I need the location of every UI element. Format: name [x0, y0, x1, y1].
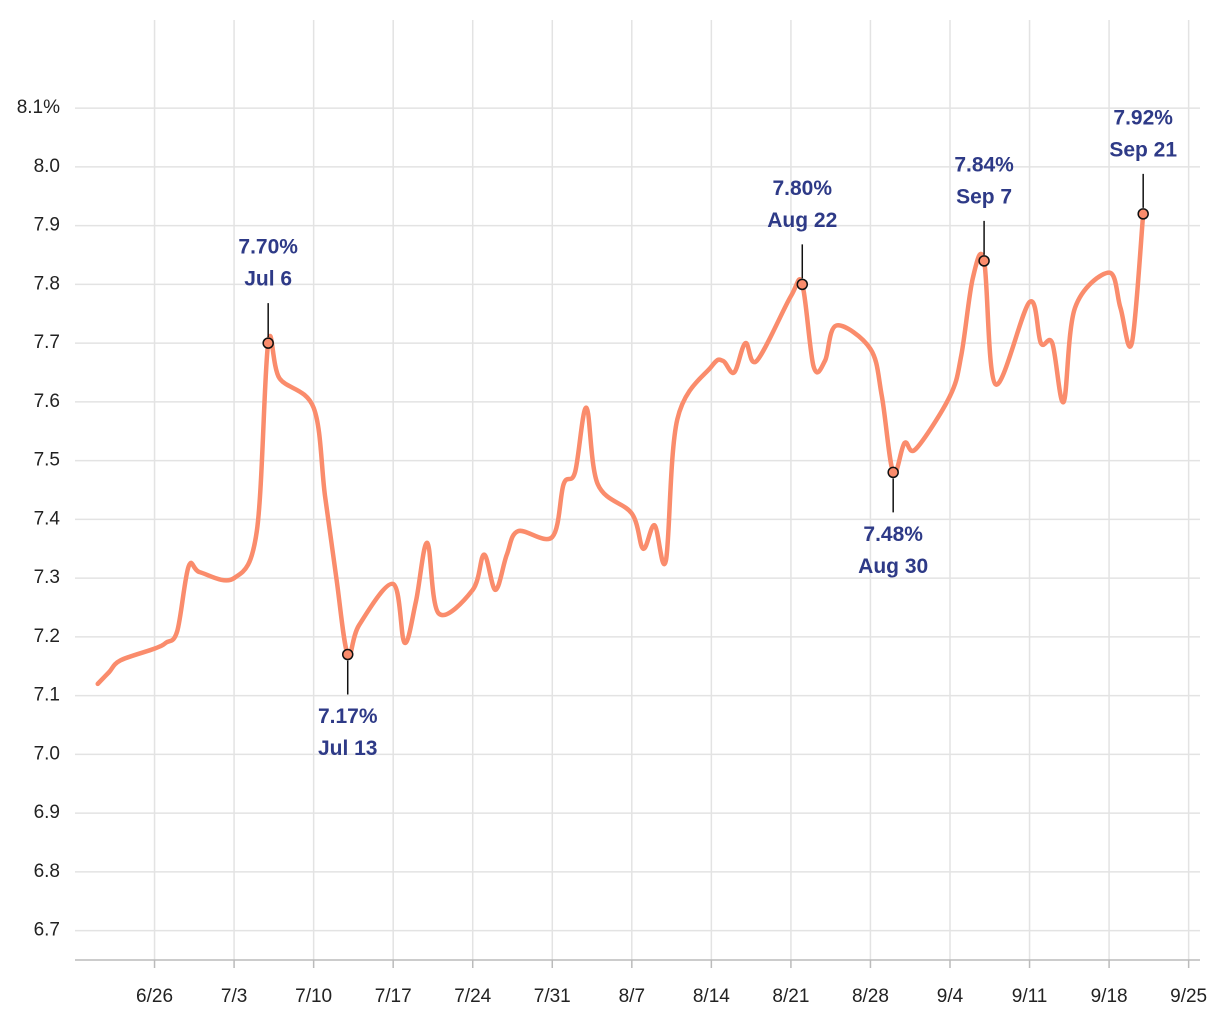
annotation-value: 7.70% — [238, 236, 298, 259]
annotation-value: 7.92% — [1113, 106, 1173, 129]
y-tick-label: 6.9 — [34, 802, 60, 823]
annotation-date: Sep 21 — [1109, 138, 1177, 161]
x-tick-label: 9/4 — [937, 986, 964, 1007]
x-tick-label: 9/18 — [1091, 986, 1128, 1007]
y-tick-label: 7.4 — [34, 508, 61, 529]
x-tick-label: 8/7 — [619, 986, 645, 1007]
x-tick-label: 7/31 — [534, 986, 571, 1007]
x-tick-label: 9/11 — [1012, 986, 1048, 1007]
y-tick-label: 7.9 — [34, 215, 60, 236]
annotation-marker — [262, 337, 274, 349]
y-tick-label: 7.8 — [34, 273, 60, 294]
y-tick-label: 6.7 — [34, 920, 60, 941]
x-tick-label: 6/26 — [136, 986, 173, 1007]
annotation-value: 7.17% — [318, 705, 378, 728]
y-tick-label: 7.3 — [34, 567, 60, 588]
y-tick-label: 6.8 — [34, 861, 60, 882]
x-tick-label: 7/10 — [295, 986, 332, 1007]
annotation-marker — [796, 278, 809, 291]
y-tick-label: 7.1 — [34, 685, 60, 706]
annotation-date: Sep 7 — [956, 185, 1012, 208]
y-tick-label: 7.0 — [34, 743, 60, 764]
x-tick-label: 7/17 — [375, 986, 412, 1007]
y-tick-label: 8.1% — [17, 97, 60, 118]
annotation-marker — [1137, 208, 1149, 220]
annotation-value: 7.80% — [772, 177, 832, 200]
y-tick-label: 7.5 — [34, 450, 60, 471]
x-tick-label: 9/25 — [1170, 986, 1207, 1007]
y-tick-label: 7.6 — [34, 391, 60, 412]
x-tick-label: 7/24 — [454, 986, 491, 1007]
y-tick-label: 7.2 — [34, 626, 60, 647]
annotation-marker — [341, 648, 354, 661]
annotation-value: 7.84% — [954, 153, 1014, 176]
annotation-date: Jul 6 — [244, 268, 292, 291]
y-tick-label: 8.0 — [34, 156, 60, 177]
x-tick-label: 8/21 — [772, 986, 809, 1007]
annotation-marker — [887, 466, 899, 479]
x-tick-label: 7/3 — [221, 986, 247, 1007]
annotation-date: Jul 13 — [318, 737, 378, 760]
x-tick-label: 8/28 — [852, 986, 889, 1007]
y-tick-label: 7.7 — [34, 332, 60, 353]
annotation-value: 7.48% — [863, 523, 923, 546]
annotation-date: Aug 22 — [767, 209, 837, 232]
x-tick-label: 8/14 — [693, 986, 730, 1007]
annotation-marker — [978, 255, 990, 267]
annotation-date: Aug 30 — [858, 555, 928, 578]
